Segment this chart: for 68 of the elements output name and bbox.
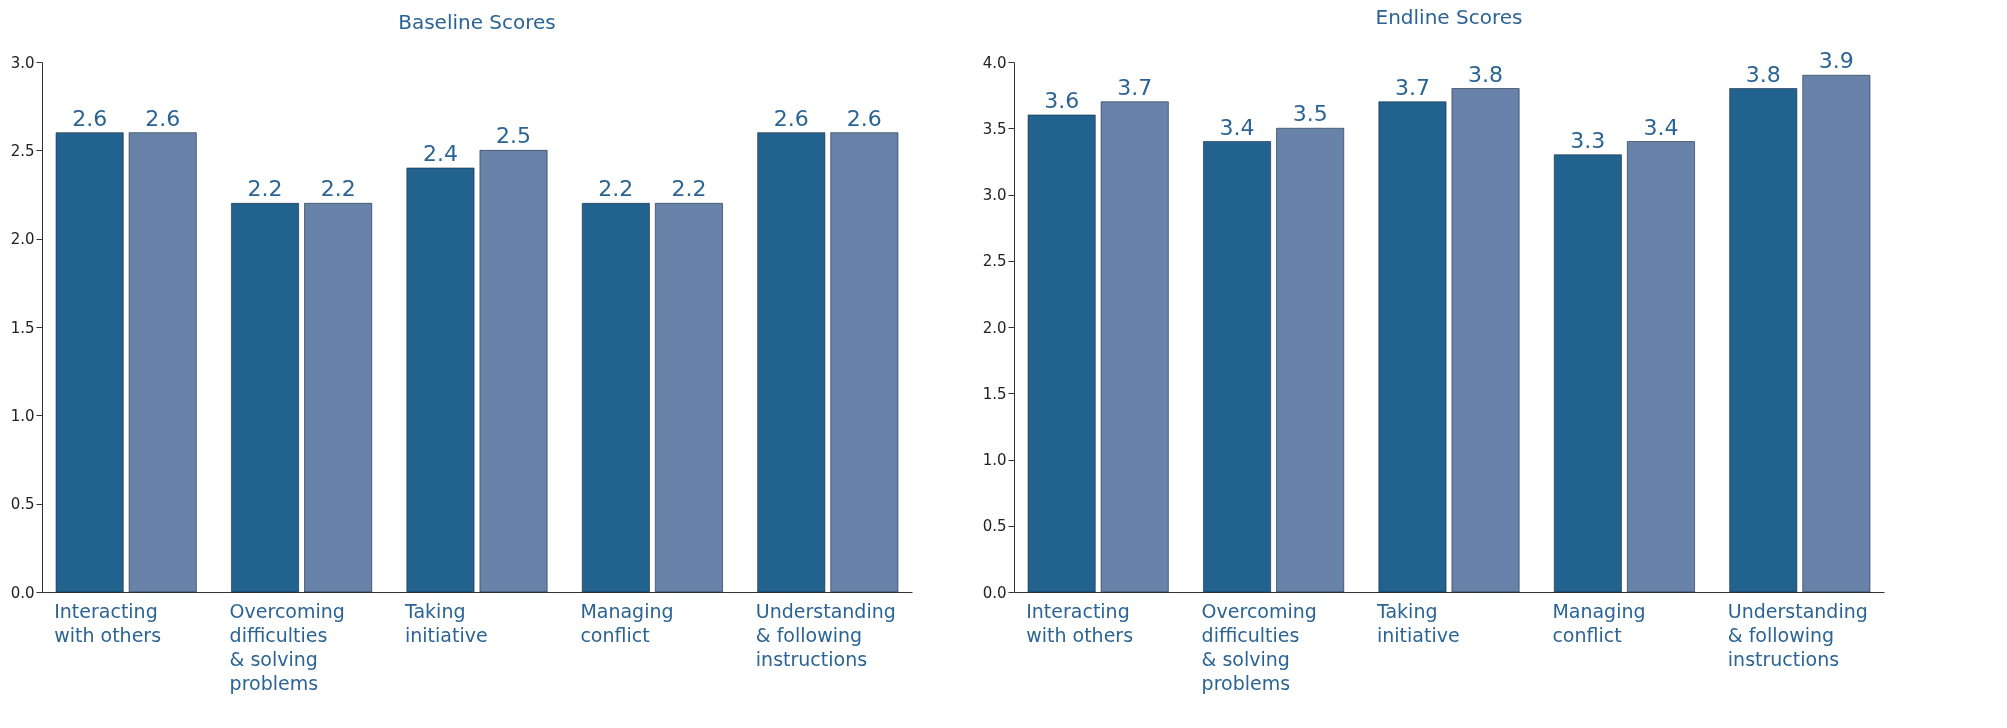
- data-label: 3.9: [1818, 48, 1854, 74]
- bar: [1100, 101, 1169, 593]
- data-label: 3.8: [1745, 61, 1781, 87]
- bar: [830, 132, 899, 593]
- data-label: 3.7: [1394, 74, 1430, 100]
- y-tick-label: 2.5: [982, 252, 1007, 271]
- data-label: 2.6: [145, 105, 181, 131]
- data-label: 3.6: [1044, 88, 1080, 113]
- x-tick-label: Interacting with others: [54, 599, 162, 646]
- x-tick-label: Understanding & following instructions: [755, 599, 896, 670]
- bar: [479, 150, 548, 593]
- data-label: 2.5: [496, 123, 532, 149]
- bar: [1203, 141, 1271, 593]
- chart-title: Endline Scores: [1375, 5, 1523, 30]
- y-tick-label: 2.0: [982, 318, 1007, 337]
- data-label: 3.3: [1570, 127, 1606, 153]
- bar: [1802, 74, 1871, 593]
- data-label: 3.7: [1117, 74, 1153, 100]
- y-tick-label: 2.0: [10, 230, 35, 249]
- y-tick-label: 1.0: [10, 406, 35, 425]
- bar: [1627, 141, 1695, 593]
- y-tick-label: 0.0: [982, 583, 1007, 602]
- bar: [581, 203, 650, 593]
- bar: [304, 203, 373, 593]
- y-tick-label: 2.5: [10, 141, 35, 160]
- data-label: 2.2: [247, 176, 283, 202]
- y-tick-label: 1.0: [982, 451, 1007, 469]
- bar: [128, 132, 197, 593]
- bar: [1553, 154, 1622, 593]
- x-tick-label: Understanding & following instructions: [1727, 599, 1868, 670]
- data-label: 2.6: [773, 105, 809, 131]
- x-tick-label: Managing conflict: [580, 599, 674, 646]
- x-tick-label: Overcoming difficulties & solving problems: [229, 599, 345, 694]
- y-tick-label: 1.5: [982, 384, 1007, 403]
- y-tick-label: 3.5: [982, 119, 1007, 138]
- y-tick-label: 0.5: [982, 517, 1007, 536]
- bar: [55, 132, 124, 593]
- y-tick-label: 0.5: [10, 495, 35, 514]
- bar: [1729, 88, 1798, 593]
- y-tick-label: 3.0: [10, 53, 35, 72]
- data-label: 3.8: [1468, 61, 1504, 87]
- chart-title: Baseline Scores: [398, 10, 556, 34]
- data-label: 2.6: [846, 105, 882, 131]
- data-label: 2.2: [598, 176, 634, 202]
- data-label: 2.4: [422, 141, 458, 166]
- data-label: 2.2: [320, 176, 356, 202]
- bar: [1451, 88, 1520, 593]
- bar: [231, 203, 299, 593]
- bar: [406, 167, 475, 593]
- y-tick-label: 4.0: [982, 53, 1007, 72]
- x-tick-label: Taking initiative: [1376, 599, 1460, 646]
- data-label: 2.2: [671, 176, 707, 202]
- bar: [1027, 114, 1096, 593]
- y-tick-label: 0.0: [10, 583, 35, 602]
- x-tick-label: Managing conflict: [1552, 599, 1646, 646]
- y-tick-label: 3.0: [982, 186, 1007, 204]
- data-label: 3.4: [1219, 114, 1255, 140]
- y-tick-label: 1.5: [10, 318, 35, 337]
- data-label: 3.5: [1292, 101, 1328, 127]
- x-tick-label: Taking initiative: [404, 599, 488, 646]
- bar: [655, 203, 723, 593]
- data-label: 2.6: [72, 105, 108, 131]
- data-label: 3.4: [1643, 114, 1679, 140]
- bar: [1378, 101, 1447, 593]
- bar: [757, 132, 826, 593]
- x-tick-label: Interacting with others: [1026, 599, 1134, 646]
- x-tick-label: Overcoming difficulties & solving problems: [1201, 599, 1317, 694]
- bar: [1276, 127, 1345, 593]
